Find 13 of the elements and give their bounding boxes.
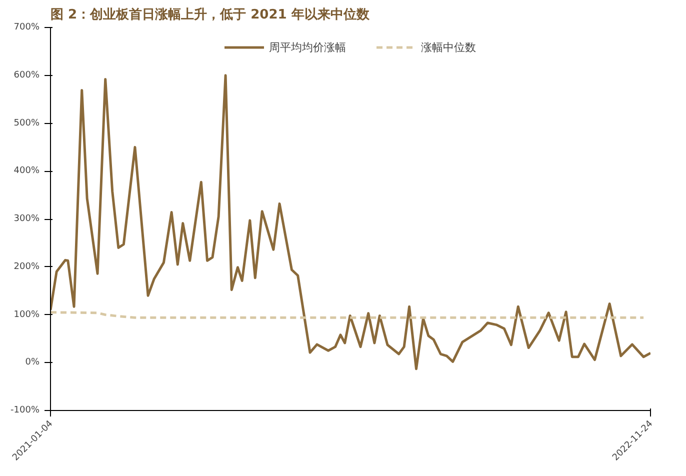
y-tick-label: 0% — [25, 358, 40, 368]
y-tick-label: 500% — [14, 118, 40, 128]
y-tick-label: 600% — [14, 70, 40, 80]
y-tick-label: 200% — [14, 262, 40, 272]
legend-label: 涨幅中位数 — [421, 40, 476, 54]
y-tick-label: 400% — [14, 166, 40, 176]
chart-title: 图 2：创业板首日涨幅上升，低于 2021 年以来中位数 — [50, 6, 370, 22]
y-tick-label: 700% — [14, 22, 40, 32]
y-tick-label: 300% — [14, 214, 40, 224]
legend-label: 周平均均价涨幅 — [269, 40, 346, 54]
line-series — [50, 74, 650, 370]
y-tick-label: -100% — [10, 406, 40, 416]
y-tick-label: 100% — [14, 310, 40, 320]
